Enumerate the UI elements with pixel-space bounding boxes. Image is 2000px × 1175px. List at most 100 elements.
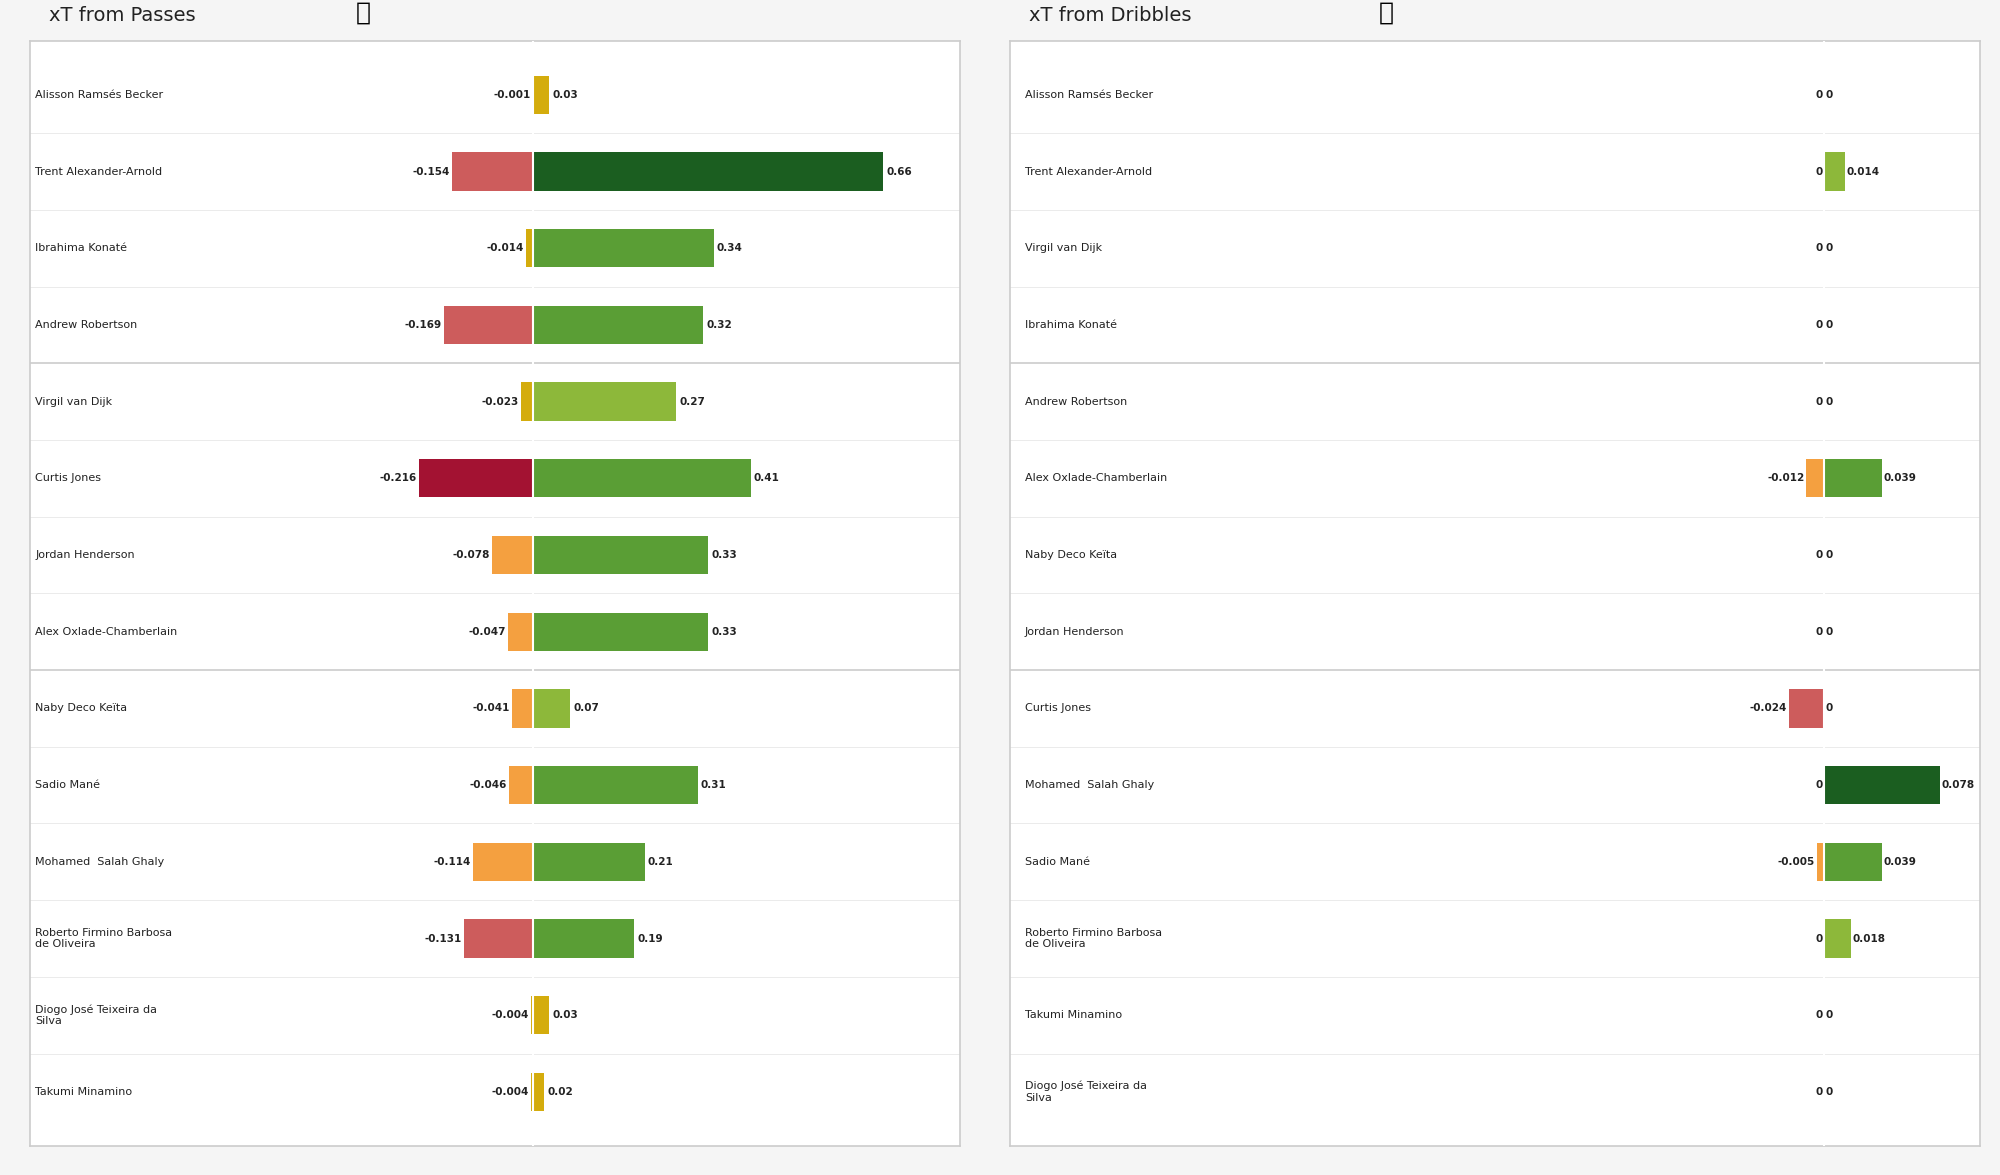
Bar	[534, 536, 708, 575]
Text: 0.31: 0.31	[700, 780, 726, 790]
Bar	[472, 842, 534, 881]
Bar	[1824, 766, 1940, 805]
Text: Jordan Henderson: Jordan Henderson	[1024, 626, 1124, 637]
Text: -0.012: -0.012	[1768, 474, 1804, 483]
Text: Ibrahima Konaté: Ibrahima Konaté	[1024, 320, 1116, 330]
Text: Curtis Jones: Curtis Jones	[1024, 704, 1090, 713]
Text: Mohamed  Salah Ghaly: Mohamed Salah Ghaly	[36, 857, 164, 867]
Text: Naby Deco Keïta: Naby Deco Keïta	[1024, 550, 1116, 560]
Text: 0: 0	[1816, 626, 1822, 637]
Bar	[534, 612, 708, 651]
Text: -0.131: -0.131	[424, 933, 462, 944]
Bar	[492, 536, 534, 575]
Bar	[1816, 842, 1824, 881]
Text: -0.047: -0.047	[468, 626, 506, 637]
Text: Alisson Ramsés Becker: Alisson Ramsés Becker	[36, 89, 164, 100]
Text: Virgil van Dijk: Virgil van Dijk	[36, 397, 112, 407]
Text: Andrew Robertson: Andrew Robertson	[1024, 397, 1128, 407]
Text: Trent Alexander-Arnold: Trent Alexander-Arnold	[1024, 167, 1152, 176]
Text: Curtis Jones: Curtis Jones	[36, 474, 102, 483]
Text: Jordan Henderson: Jordan Henderson	[36, 550, 134, 560]
Text: Sadio Mané: Sadio Mané	[1024, 857, 1090, 867]
Text: 0: 0	[1816, 933, 1822, 944]
Text: ⚽: ⚽	[1378, 0, 1394, 25]
Text: Diogo José Teixeira da
Silva: Diogo José Teixeira da Silva	[36, 1005, 158, 1026]
Text: 0: 0	[1816, 1087, 1822, 1097]
Text: 0.21: 0.21	[648, 857, 674, 867]
Text: -0.046: -0.046	[470, 780, 506, 790]
Bar	[1824, 153, 1844, 190]
Text: ⚽: ⚽	[356, 0, 370, 25]
Text: 0.018: 0.018	[1852, 933, 1886, 944]
Text: -0.004: -0.004	[492, 1010, 530, 1020]
Bar	[512, 690, 534, 727]
Bar	[534, 153, 884, 190]
Text: Roberto Firmino Barbosa
de Oliveira: Roberto Firmino Barbosa de Oliveira	[36, 928, 172, 949]
Bar	[534, 459, 750, 497]
Text: Mohamed  Salah Ghaly: Mohamed Salah Ghaly	[1024, 780, 1154, 790]
Bar	[534, 766, 698, 805]
Text: -0.114: -0.114	[434, 857, 470, 867]
Text: Alex Oxlade-Chamberlain: Alex Oxlade-Chamberlain	[1024, 474, 1168, 483]
Text: 0: 0	[1826, 704, 1832, 713]
Text: 0.33: 0.33	[712, 550, 738, 560]
Text: Virgil van Dijk: Virgil van Dijk	[1024, 243, 1102, 254]
Text: Trent Alexander-Arnold: Trent Alexander-Arnold	[36, 167, 162, 176]
Text: 0: 0	[1816, 397, 1822, 407]
Text: 0.03: 0.03	[552, 89, 578, 100]
Text: Sadio Mané: Sadio Mané	[36, 780, 100, 790]
Text: Andrew Robertson: Andrew Robertson	[36, 320, 138, 330]
Text: 0.02: 0.02	[548, 1087, 572, 1097]
Bar	[534, 919, 634, 958]
Text: -0.005: -0.005	[1778, 857, 1816, 867]
Text: 0: 0	[1826, 243, 1832, 254]
Text: 0.32: 0.32	[706, 320, 732, 330]
Text: 0: 0	[1826, 1010, 1832, 1020]
Bar	[1824, 919, 1850, 958]
Bar	[1806, 459, 1824, 497]
Text: xT from Passes: xT from Passes	[48, 6, 196, 25]
Text: Alex Oxlade-Chamberlain: Alex Oxlade-Chamberlain	[36, 626, 178, 637]
Text: 0: 0	[1816, 1010, 1822, 1020]
Text: 0.078: 0.078	[1942, 780, 1974, 790]
Text: 0: 0	[1826, 320, 1832, 330]
Text: 0.19: 0.19	[638, 933, 662, 944]
Text: Takumi Minamino: Takumi Minamino	[1024, 1010, 1122, 1020]
Bar	[534, 306, 702, 344]
Text: 0.66: 0.66	[886, 167, 912, 176]
Text: -0.024: -0.024	[1750, 704, 1788, 713]
Bar	[522, 382, 534, 421]
Bar	[1824, 842, 1882, 881]
Bar	[1788, 690, 1824, 727]
Text: 0: 0	[1826, 550, 1832, 560]
Text: 0.34: 0.34	[716, 243, 742, 254]
Text: xT from Dribbles: xT from Dribbles	[1030, 6, 1192, 25]
Text: 0: 0	[1816, 320, 1822, 330]
Bar	[444, 306, 534, 344]
Text: 0.07: 0.07	[574, 704, 600, 713]
Text: -0.004: -0.004	[492, 1087, 530, 1097]
Text: 0.41: 0.41	[754, 474, 780, 483]
Bar	[534, 229, 714, 268]
Text: 0: 0	[1826, 1087, 1832, 1097]
Bar	[534, 690, 570, 727]
Text: 0.03: 0.03	[552, 1010, 578, 1020]
Bar	[452, 153, 534, 190]
Text: 0: 0	[1826, 89, 1832, 100]
Text: -0.169: -0.169	[404, 320, 442, 330]
Text: 0: 0	[1826, 626, 1832, 637]
Bar	[534, 1073, 544, 1112]
Text: 0: 0	[1816, 550, 1822, 560]
Text: Naby Deco Keïta: Naby Deco Keïta	[36, 704, 128, 713]
Text: -0.154: -0.154	[412, 167, 450, 176]
Bar	[508, 766, 534, 805]
Text: -0.078: -0.078	[452, 550, 490, 560]
Bar	[526, 229, 534, 268]
Bar	[508, 612, 534, 651]
Bar	[1824, 459, 1882, 497]
Text: -0.023: -0.023	[482, 397, 520, 407]
Text: -0.014: -0.014	[486, 243, 524, 254]
Text: 0.039: 0.039	[1884, 474, 1916, 483]
Text: 0: 0	[1826, 397, 1832, 407]
Text: 0: 0	[1816, 167, 1822, 176]
